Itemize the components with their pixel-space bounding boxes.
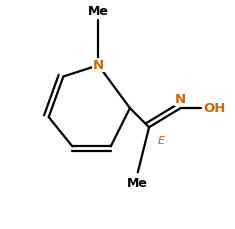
Text: N: N <box>93 59 104 72</box>
Text: Me: Me <box>127 177 148 190</box>
Text: Me: Me <box>88 5 109 18</box>
Text: OH: OH <box>203 101 226 114</box>
Text: E: E <box>158 136 165 146</box>
Text: N: N <box>175 93 186 106</box>
